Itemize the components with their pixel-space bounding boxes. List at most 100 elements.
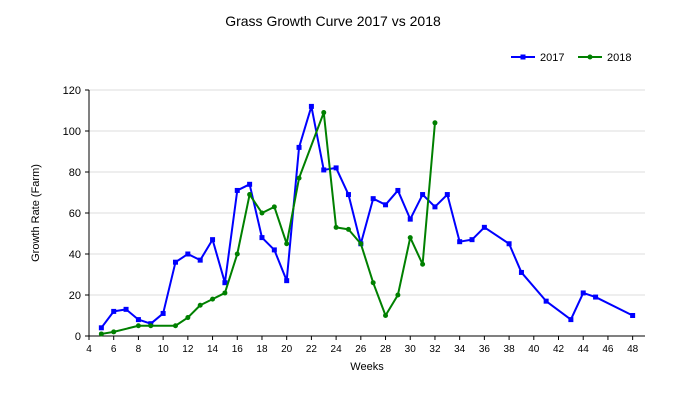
point-2017-wk17[interactable] <box>247 181 253 187</box>
point-2018-wk15[interactable] <box>222 290 228 296</box>
point-2018-wk19[interactable] <box>271 204 277 210</box>
point-2017-wk31[interactable] <box>420 192 426 198</box>
point-2018-wk5[interactable] <box>98 331 104 337</box>
x-tick-label-42: 42 <box>553 344 565 355</box>
point-2017-wk36[interactable] <box>481 224 487 230</box>
point-2018-wk21[interactable] <box>296 175 302 181</box>
x-tick-label-4: 4 <box>86 344 92 355</box>
x-tick-label-34: 34 <box>454 344 466 355</box>
legend-item-2017[interactable]: 2017 <box>511 52 564 64</box>
y-ticks: 0 20 40 60 80 100 120 <box>63 85 89 343</box>
x-tick-label-26: 26 <box>355 344 367 355</box>
point-2018-wk16[interactable] <box>234 251 240 257</box>
x-tick-label-36: 36 <box>479 344 491 355</box>
point-2017-wk25[interactable] <box>345 192 351 198</box>
point-2017-wk38[interactable] <box>506 241 512 247</box>
legend-label-2018: 2018 <box>607 52 631 64</box>
point-2017-wk8[interactable] <box>135 317 141 323</box>
point-2017-wk7[interactable] <box>123 306 129 312</box>
point-2017-wk27[interactable] <box>370 196 376 202</box>
series-line-2018 <box>101 111 436 335</box>
x-tick-label-6: 6 <box>111 344 117 355</box>
point-2017-wk6[interactable] <box>111 308 117 314</box>
series-2018 <box>98 110 438 337</box>
y-tick-label-40: 40 <box>69 249 81 261</box>
legend-item-2018[interactable]: 2018 <box>578 52 631 64</box>
legend-marker-2017 <box>520 54 526 60</box>
point-2017-wk35[interactable] <box>469 237 475 243</box>
point-2018-wk28[interactable] <box>383 313 389 318</box>
point-2017-wk34[interactable] <box>457 239 463 245</box>
point-2017-wk44[interactable] <box>580 290 586 296</box>
x-tick-label-18: 18 <box>256 344 268 355</box>
point-2017-wk32[interactable] <box>432 204 438 210</box>
x-tick-label-16: 16 <box>232 344 244 355</box>
gridlines <box>89 89 645 296</box>
point-2018-wk26[interactable] <box>358 241 364 247</box>
x-tick-label-38: 38 <box>504 344 516 355</box>
point-2017-wk19[interactable] <box>271 247 277 253</box>
x-tick-label-8: 8 <box>136 344 142 355</box>
point-2017-wk48[interactable] <box>630 313 636 318</box>
series-2017 <box>98 103 636 331</box>
point-2018-wk6[interactable] <box>111 329 117 335</box>
point-2017-wk12[interactable] <box>185 251 191 257</box>
legend-marker-2018 <box>587 54 593 60</box>
point-2018-wk25[interactable] <box>345 226 351 232</box>
point-2018-wk9[interactable] <box>148 323 154 329</box>
point-2017-wk5[interactable] <box>98 325 104 331</box>
y-tick-label-20: 20 <box>69 290 81 302</box>
point-2017-wk16[interactable] <box>234 187 240 193</box>
point-2017-wk39[interactable] <box>518 269 524 275</box>
point-2018-wk20[interactable] <box>284 241 290 247</box>
y-tick-label-120: 120 <box>63 85 81 97</box>
point-2017-wk33[interactable] <box>444 192 450 198</box>
point-2018-wk30[interactable] <box>407 235 413 241</box>
point-2017-wk43[interactable] <box>568 317 574 323</box>
y-tick-label-100: 100 <box>63 126 81 138</box>
point-2018-wk11[interactable] <box>172 323 178 329</box>
x-tick-label-10: 10 <box>158 344 170 355</box>
y-tick-label-80: 80 <box>69 167 81 179</box>
point-2017-wk18[interactable] <box>259 235 265 241</box>
x-tick-label-22: 22 <box>306 344 318 355</box>
point-2017-wk13[interactable] <box>197 257 203 263</box>
point-2018-wk18[interactable] <box>259 210 265 216</box>
point-2017-wk30[interactable] <box>407 216 413 222</box>
x-tick-label-46: 46 <box>602 344 614 355</box>
point-2017-wk15[interactable] <box>222 280 228 286</box>
x-tick-label-40: 40 <box>528 344 540 355</box>
point-2018-wk31[interactable] <box>420 261 426 267</box>
point-2018-wk32[interactable] <box>432 120 438 126</box>
point-2018-wk13[interactable] <box>197 302 203 308</box>
point-2018-wk23[interactable] <box>321 110 327 116</box>
point-2018-wk8[interactable] <box>135 323 141 329</box>
point-2017-wk14[interactable] <box>210 237 216 243</box>
x-ticks: 4 6 8 10 12 14 16 18 20 22 24 26 28 30 32 34 36 38 40 42 44 4… <box>86 336 639 355</box>
point-2017-wk41[interactable] <box>543 298 549 304</box>
point-2018-wk12[interactable] <box>185 315 191 321</box>
point-2018-wk17[interactable] <box>247 192 253 198</box>
x-tick-label-28: 28 <box>380 344 392 355</box>
point-2017-wk29[interactable] <box>395 187 401 193</box>
point-2018-wk14[interactable] <box>210 296 216 302</box>
point-2017-wk22[interactable] <box>308 103 314 109</box>
point-2017-wk24[interactable] <box>333 165 339 171</box>
point-2017-wk28[interactable] <box>383 202 389 208</box>
point-2017-wk21[interactable] <box>296 144 302 150</box>
point-2017-wk20[interactable] <box>284 278 290 284</box>
point-2017-wk23[interactable] <box>321 167 327 173</box>
point-2017-wk11[interactable] <box>172 259 178 265</box>
x-tick-label-12: 12 <box>182 344 194 355</box>
x-tick-label-24: 24 <box>331 344 343 355</box>
x-axis-label: Weeks <box>350 361 384 373</box>
point-2018-wk24[interactable] <box>333 224 339 230</box>
point-2018-wk29[interactable] <box>395 292 401 298</box>
legend: 2017 2018 <box>511 52 631 64</box>
x-tick-label-20: 20 <box>281 344 293 355</box>
point-2017-wk10[interactable] <box>160 310 166 316</box>
y-tick-label-60: 60 <box>69 208 81 220</box>
point-2017-wk45[interactable] <box>593 294 599 300</box>
point-2018-wk27[interactable] <box>370 280 376 286</box>
